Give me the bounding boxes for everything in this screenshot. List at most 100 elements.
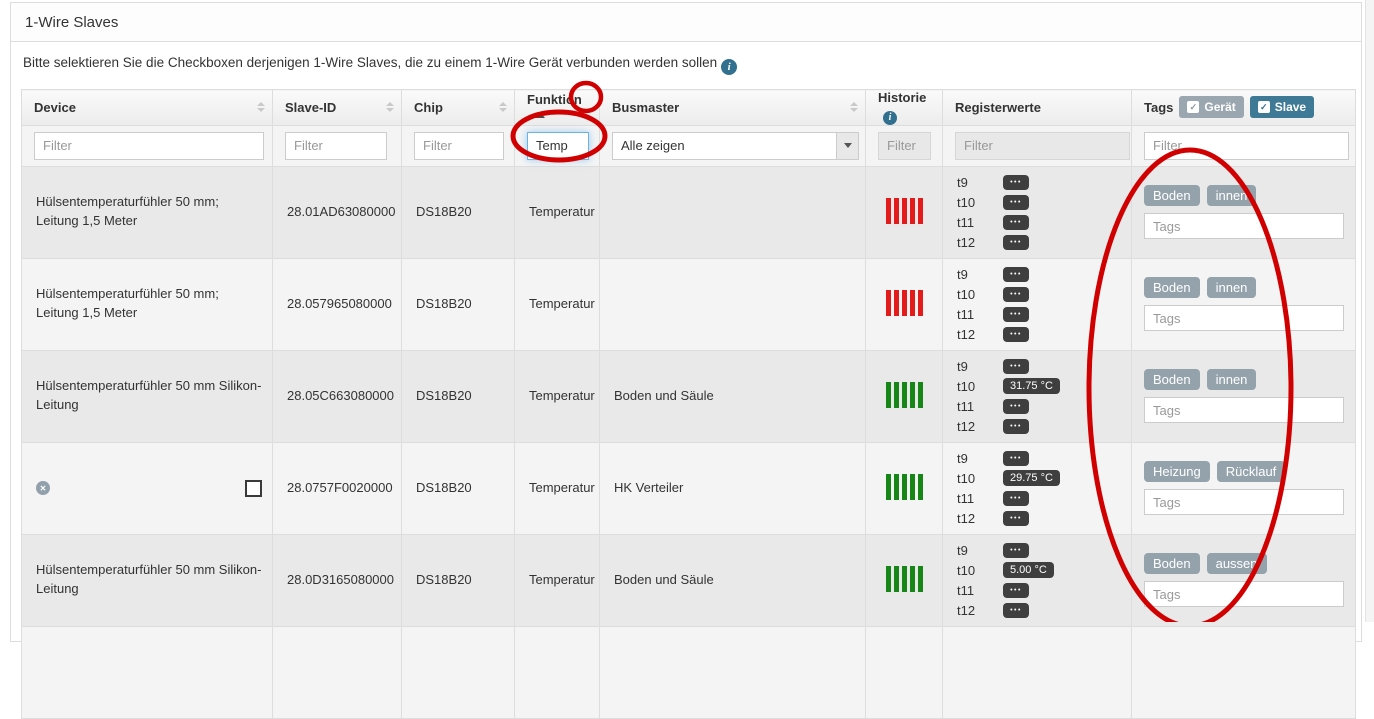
register-label: t11 — [957, 306, 975, 322]
delete-icon[interactable]: ✕ — [36, 481, 50, 495]
register-row: t10 5.00 °C — [957, 560, 1131, 580]
historie-bars[interactable] — [885, 197, 923, 224]
busmaster-filter-select[interactable]: Alle zeigen — [612, 131, 859, 160]
historie-bars[interactable] — [885, 381, 923, 408]
register-menu-button[interactable]: ••• — [1003, 306, 1029, 322]
tag-badge: innen — [1206, 185, 1257, 206]
tag-badge: Boden — [1144, 277, 1200, 298]
chip-filter-input[interactable] — [414, 131, 504, 160]
table-row: Hülsentemperaturfühler 50 mm; Leitung 1,… — [21, 165, 1356, 259]
tag-badges: Boden innen — [1144, 277, 1343, 298]
register-menu-button[interactable]: ••• — [1003, 582, 1029, 598]
tags-toggle-geraet[interactable]: ✓ Gerät — [1179, 96, 1244, 119]
col-header-slave-id[interactable]: Slave-ID — [272, 89, 402, 126]
tag-badge: Boden — [1144, 185, 1200, 206]
slave-id-filter-input[interactable] — [285, 131, 387, 160]
tag-badge: Rücklauf — [1216, 461, 1286, 482]
register-menu-button[interactable]: ••• — [1003, 234, 1029, 250]
panel-body: Bitte selektieren Sie die Checkboxen der… — [11, 42, 1361, 719]
register-value-button[interactable]: 5.00 °C — [1003, 562, 1054, 578]
tags-input[interactable] — [1144, 397, 1344, 423]
device-cell: Hülsentemperaturfühler 50 mm; Leitung 1,… — [21, 257, 273, 351]
historie-cell — [865, 441, 943, 535]
busmaster-cell: Boden und Säule — [599, 349, 866, 443]
device-filter-input[interactable] — [34, 131, 264, 160]
tags-filter-input[interactable] — [1144, 131, 1349, 160]
register-row: t10 ••• — [957, 192, 1131, 212]
tag-badges: Boden innen — [1144, 185, 1343, 206]
col-header-busmaster[interactable]: Busmaster — [599, 89, 866, 126]
info-icon[interactable]: i — [721, 59, 738, 75]
tag-badge: Boden — [1144, 553, 1200, 574]
funktion-filter-input[interactable] — [527, 131, 589, 160]
register-menu-button[interactable]: ••• — [1003, 266, 1029, 282]
funktion-cell-text: Temperatur — [529, 203, 595, 219]
registerwerte-filter-input — [955, 131, 1130, 160]
historie-bars[interactable] — [885, 289, 923, 316]
register-menu-button[interactable]: ••• — [1003, 214, 1029, 230]
register-label: t12 — [957, 510, 976, 526]
historie-info-icon[interactable]: i — [883, 110, 897, 125]
chip-cell: DS18B20 — [401, 349, 515, 443]
slave-id-cell: 28.01AD63080000 — [272, 165, 402, 259]
register-label: t12 — [957, 602, 976, 618]
historie-cell — [865, 349, 943, 443]
registerwerte-cell: t9 ••• t10 ••• t11 ••• t12 ••• — [942, 257, 1132, 351]
register-label: t10 — [957, 378, 976, 394]
col-header-funktion[interactable]: Funktion — [514, 89, 600, 126]
register-menu-button[interactable]: ••• — [1003, 418, 1029, 434]
checkbox-checked-icon: ✓ — [1257, 101, 1270, 114]
register-row: t9 ••• — [957, 356, 1131, 376]
historie-bars[interactable] — [885, 565, 923, 592]
register-menu-button[interactable]: ••• — [1003, 542, 1029, 558]
checkbox-checked-icon: ✓ — [1187, 101, 1200, 114]
registerwerte-cell: t9 ••• t10 5.00 °C t11 ••• t12 ••• — [942, 533, 1132, 627]
table-row: Hülsentemperaturfühler 50 mm Silikon-Lei… — [21, 533, 1356, 627]
tags-input[interactable] — [1144, 489, 1344, 515]
register-menu-button[interactable]: ••• — [1003, 174, 1029, 190]
register-menu-button[interactable]: ••• — [1003, 194, 1029, 210]
tags-cell: Boden aussen — [1131, 533, 1356, 627]
history-bar-icon — [901, 289, 907, 316]
chip-cell-text: DS18B20 — [416, 203, 472, 219]
historie-bars[interactable] — [885, 473, 923, 500]
funktion-cell-text: Temperatur — [529, 295, 595, 311]
register-value-button[interactable]: 31.75 °C — [1003, 378, 1060, 394]
register-row: t9 ••• — [957, 540, 1131, 560]
row-checkbox[interactable] — [245, 479, 262, 497]
tags-input[interactable] — [1144, 213, 1344, 239]
header-row: Device Slave-ID Chip Funktion Busmaster … — [21, 89, 1356, 126]
register-menu-button[interactable]: ••• — [1003, 490, 1029, 506]
register-menu-button[interactable]: ••• — [1003, 510, 1029, 526]
register-label: t12 — [957, 234, 976, 250]
busmaster-cell: Boden und Säule — [599, 533, 866, 627]
historie-cell — [865, 533, 943, 627]
slave-id-cell-text: 28.0D3165080000 — [287, 571, 394, 587]
table-row — [21, 625, 1356, 719]
history-bar-icon — [885, 289, 891, 316]
scrollbar-track[interactable] — [1365, 0, 1374, 622]
register-menu-button[interactable]: ••• — [1003, 450, 1029, 466]
register-label: t10 — [957, 286, 976, 302]
register-menu-button[interactable]: ••• — [1003, 286, 1029, 302]
funktion-cell-text: Temperatur — [529, 571, 595, 587]
register-menu-button[interactable]: ••• — [1003, 358, 1029, 374]
tags-toggle-slave[interactable]: ✓ Slave — [1249, 96, 1315, 119]
col-header-device[interactable]: Device — [21, 89, 273, 126]
register-row: t11 ••• — [957, 212, 1131, 232]
col-header-chip[interactable]: Chip — [401, 89, 515, 126]
intro-text: Bitte selektieren Sie die Checkboxen der… — [23, 55, 1349, 75]
register-menu-button[interactable]: ••• — [1003, 398, 1029, 414]
register-value-button[interactable]: 29.75 °C — [1003, 470, 1060, 486]
funktion-cell: Temperatur — [514, 533, 600, 627]
register-menu-button[interactable]: ••• — [1003, 326, 1029, 342]
register-row: t11 ••• — [957, 488, 1131, 508]
historie-filter-input — [878, 131, 931, 160]
slave-id-cell: 28.057965080000 — [272, 257, 402, 351]
tags-input[interactable] — [1144, 305, 1344, 331]
funktion-cell: Temperatur — [514, 165, 600, 259]
tags-cell: Boden innen — [1131, 165, 1356, 259]
register-row: t10 ••• — [957, 284, 1131, 304]
register-menu-button[interactable]: ••• — [1003, 602, 1029, 618]
tags-input[interactable] — [1144, 581, 1344, 607]
